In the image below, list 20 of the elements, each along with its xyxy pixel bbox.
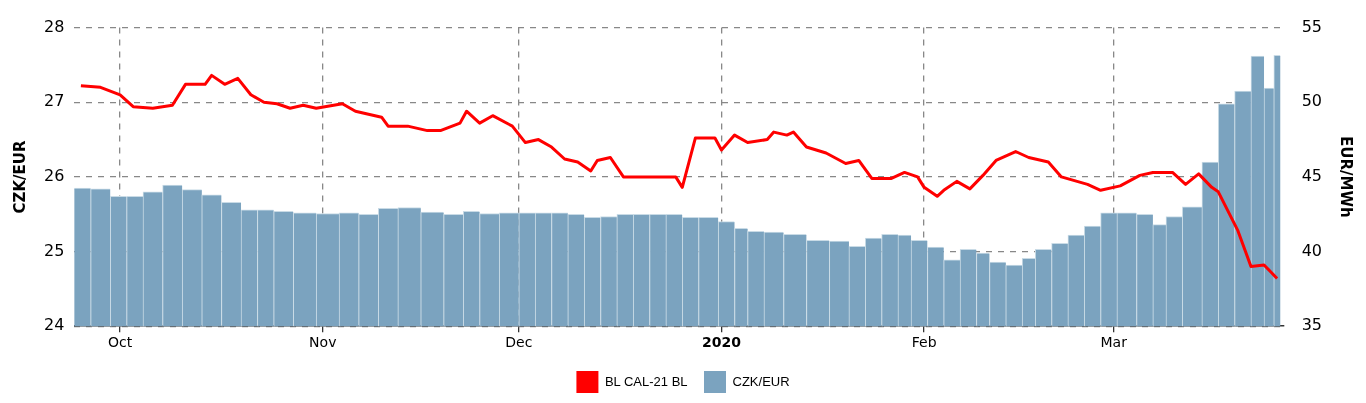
y-tick-label: 24 <box>44 315 65 335</box>
x-tick-label: Feb <box>911 334 937 351</box>
y-tick-label: 25 <box>44 240 65 260</box>
x-tick-label: 2020 <box>702 334 742 351</box>
x-tick-label: Nov <box>309 334 337 351</box>
y2-tick-label: 45 <box>1301 166 1322 186</box>
y-tick-label: 27 <box>44 91 65 111</box>
y2-tick-label: 55 <box>1301 16 1322 36</box>
legend-label: CZK/EUR <box>732 373 790 389</box>
y2-tick-label: 50 <box>1301 91 1322 111</box>
x-tick-label: Dec <box>505 334 533 351</box>
y2-tick-label: 40 <box>1301 240 1322 260</box>
y2-axis-title: EUR/MWh <box>1337 136 1356 218</box>
y-axis-title: CZK/EUR <box>10 139 29 214</box>
x-tick-label: Mar <box>1100 334 1128 351</box>
y-tick-label: 26 <box>44 166 65 186</box>
y-tick-label: 28 <box>44 16 65 36</box>
legend-label: BL CAL-21 BL <box>604 373 688 389</box>
y2-tick-label: 35 <box>1301 315 1322 335</box>
x-tick-label: Oct <box>108 334 133 351</box>
